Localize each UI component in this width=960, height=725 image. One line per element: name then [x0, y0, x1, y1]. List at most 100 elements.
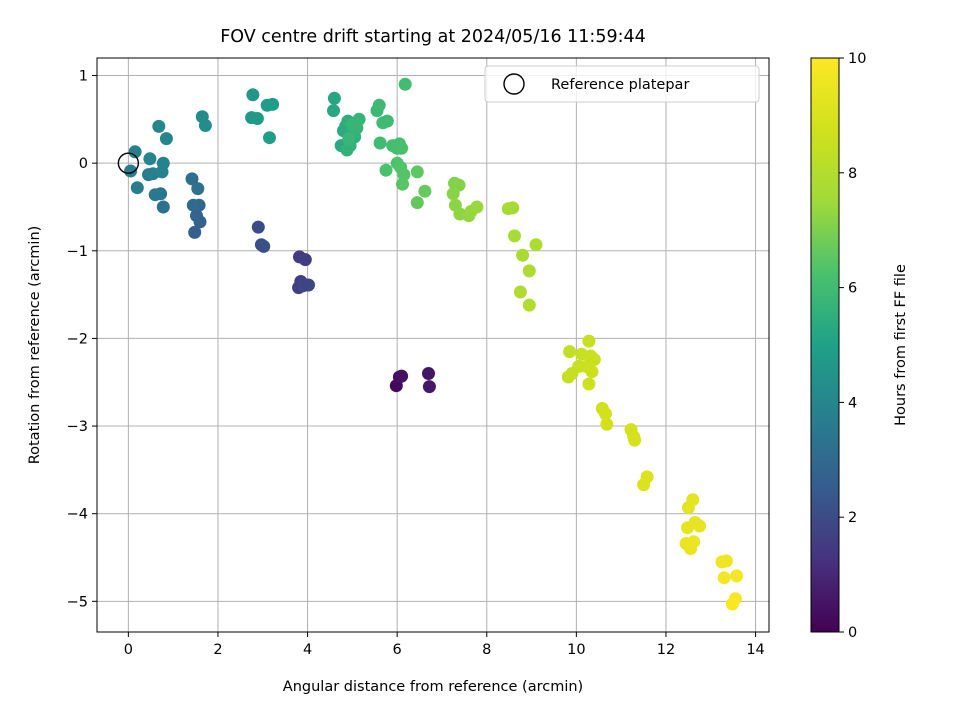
- data-point: [470, 200, 484, 214]
- data-point: [687, 535, 701, 549]
- grid-lines: [97, 58, 769, 632]
- data-point: [191, 182, 205, 196]
- data-point: [522, 264, 536, 278]
- data-point: [719, 554, 733, 568]
- chart-title: FOV centre drift starting at 2024/05/16 …: [220, 27, 646, 47]
- data-point: [582, 334, 596, 348]
- data-point: [398, 77, 412, 91]
- x-tick-label: 2: [213, 642, 222, 658]
- y-tick-label: −1: [67, 244, 88, 260]
- data-point: [156, 200, 170, 214]
- legend-box: [484, 65, 760, 103]
- data-point: [600, 417, 614, 431]
- colorbar: 0 2 4 6 8 10 Hours from first FF file: [810, 51, 909, 641]
- data-point: [693, 519, 707, 533]
- data-point: [410, 165, 424, 179]
- plot-frame: [96, 57, 770, 633]
- colorbar-gradient: [810, 57, 840, 633]
- y-tick-label: 1: [79, 69, 88, 85]
- reference-marker: [117, 152, 140, 174]
- colorbar-ticks: 0 2 4 6 8 10: [839, 51, 866, 641]
- legend-marker-open-circle: [503, 73, 525, 95]
- data-point: [422, 367, 435, 380]
- data-point: [251, 220, 265, 234]
- x-axis-label: Angular distance from reference (arcmin): [283, 679, 583, 695]
- data-point: [148, 188, 162, 202]
- data-point: [373, 136, 387, 150]
- data-point: [345, 118, 359, 132]
- data-point: [529, 238, 543, 252]
- legend: Reference platepar: [484, 65, 760, 103]
- data-point: [506, 201, 520, 215]
- data-point: [124, 164, 138, 178]
- data-point: [396, 177, 409, 191]
- data-point: [522, 298, 536, 312]
- colorbar-label: Hours from first FF file: [893, 264, 909, 426]
- data-point: [257, 239, 271, 253]
- y-tick-label: −2: [67, 331, 88, 347]
- data-point: [263, 131, 276, 145]
- colorbar-tick-label: 4: [848, 395, 857, 411]
- reference-platepar-marker: [117, 152, 140, 174]
- data-point: [266, 97, 280, 111]
- y-axis-label: Rotation from reference (arcmin): [27, 226, 43, 465]
- data-point: [395, 141, 409, 155]
- data-point: [410, 196, 424, 210]
- data-point: [627, 430, 641, 444]
- colorbar-tick-label: 2: [848, 510, 857, 526]
- data-point: [246, 88, 260, 102]
- data-points: [124, 77, 744, 611]
- data-point: [637, 478, 651, 492]
- data-point: [422, 380, 436, 394]
- data-point: [128, 145, 142, 159]
- colorbar-tick-label: 6: [848, 281, 857, 297]
- data-point: [156, 156, 170, 170]
- x-axis-ticks: 0 2 4 6 8 10 12 14: [124, 632, 765, 658]
- y-axis-ticks: 1 0 −1 −2 −3 −4 −5: [67, 69, 97, 610]
- data-point: [508, 229, 521, 243]
- x-tick-label: 6: [393, 642, 402, 658]
- data-point: [372, 98, 386, 112]
- data-point: [298, 253, 312, 267]
- data-point: [186, 198, 200, 212]
- data-point: [599, 407, 612, 421]
- data-point: [143, 152, 157, 166]
- x-tick-label: 12: [657, 642, 675, 658]
- data-point: [342, 132, 356, 146]
- y-tick-label: −4: [67, 507, 88, 523]
- colorbar-tick-label: 8: [848, 166, 857, 182]
- data-point: [686, 493, 700, 507]
- data-point: [327, 91, 341, 105]
- x-tick-label: 0: [124, 642, 133, 658]
- colorbar-tick-label: 10: [848, 51, 866, 67]
- data-point: [379, 163, 393, 177]
- y-tick-label: 0: [79, 156, 88, 172]
- data-point: [513, 285, 527, 299]
- data-point: [296, 279, 310, 293]
- data-point: [188, 225, 202, 239]
- y-tick-label: −5: [67, 594, 88, 610]
- x-tick-label: 8: [482, 642, 491, 658]
- data-point: [250, 112, 264, 125]
- data-point: [516, 248, 530, 262]
- data-point: [730, 569, 744, 583]
- data-point: [152, 119, 166, 133]
- data-point: [185, 172, 199, 186]
- data-point: [198, 119, 212, 132]
- data-point: [725, 597, 739, 611]
- data-point: [159, 132, 173, 146]
- data-point: [340, 143, 354, 157]
- x-tick-label: 10: [567, 642, 585, 658]
- data-point: [395, 369, 409, 383]
- legend-label-reference-platepar: Reference platepar: [551, 77, 689, 93]
- data-point: [585, 365, 599, 379]
- data-point: [717, 571, 731, 585]
- data-point: [582, 377, 596, 391]
- data-point: [380, 114, 394, 128]
- x-tick-label: 4: [303, 642, 312, 658]
- data-point: [190, 209, 203, 223]
- data-point: [327, 104, 340, 118]
- colorbar-tick-label: 0: [848, 625, 857, 641]
